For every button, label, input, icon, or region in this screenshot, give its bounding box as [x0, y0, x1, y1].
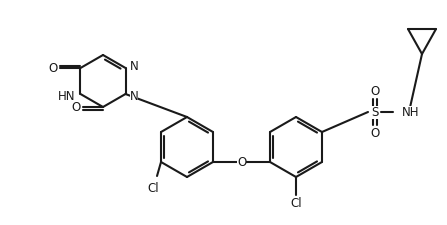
Text: N: N — [130, 60, 138, 73]
Text: O: O — [49, 62, 58, 75]
Text: Cl: Cl — [147, 182, 159, 195]
Text: O: O — [371, 127, 380, 140]
Text: S: S — [371, 106, 379, 119]
Text: HN: HN — [58, 90, 76, 103]
Text: O: O — [237, 156, 246, 169]
Text: N: N — [130, 90, 138, 103]
Text: O: O — [371, 85, 380, 98]
Text: O: O — [72, 101, 80, 114]
Text: Cl: Cl — [290, 197, 302, 209]
Text: NH: NH — [402, 106, 419, 119]
